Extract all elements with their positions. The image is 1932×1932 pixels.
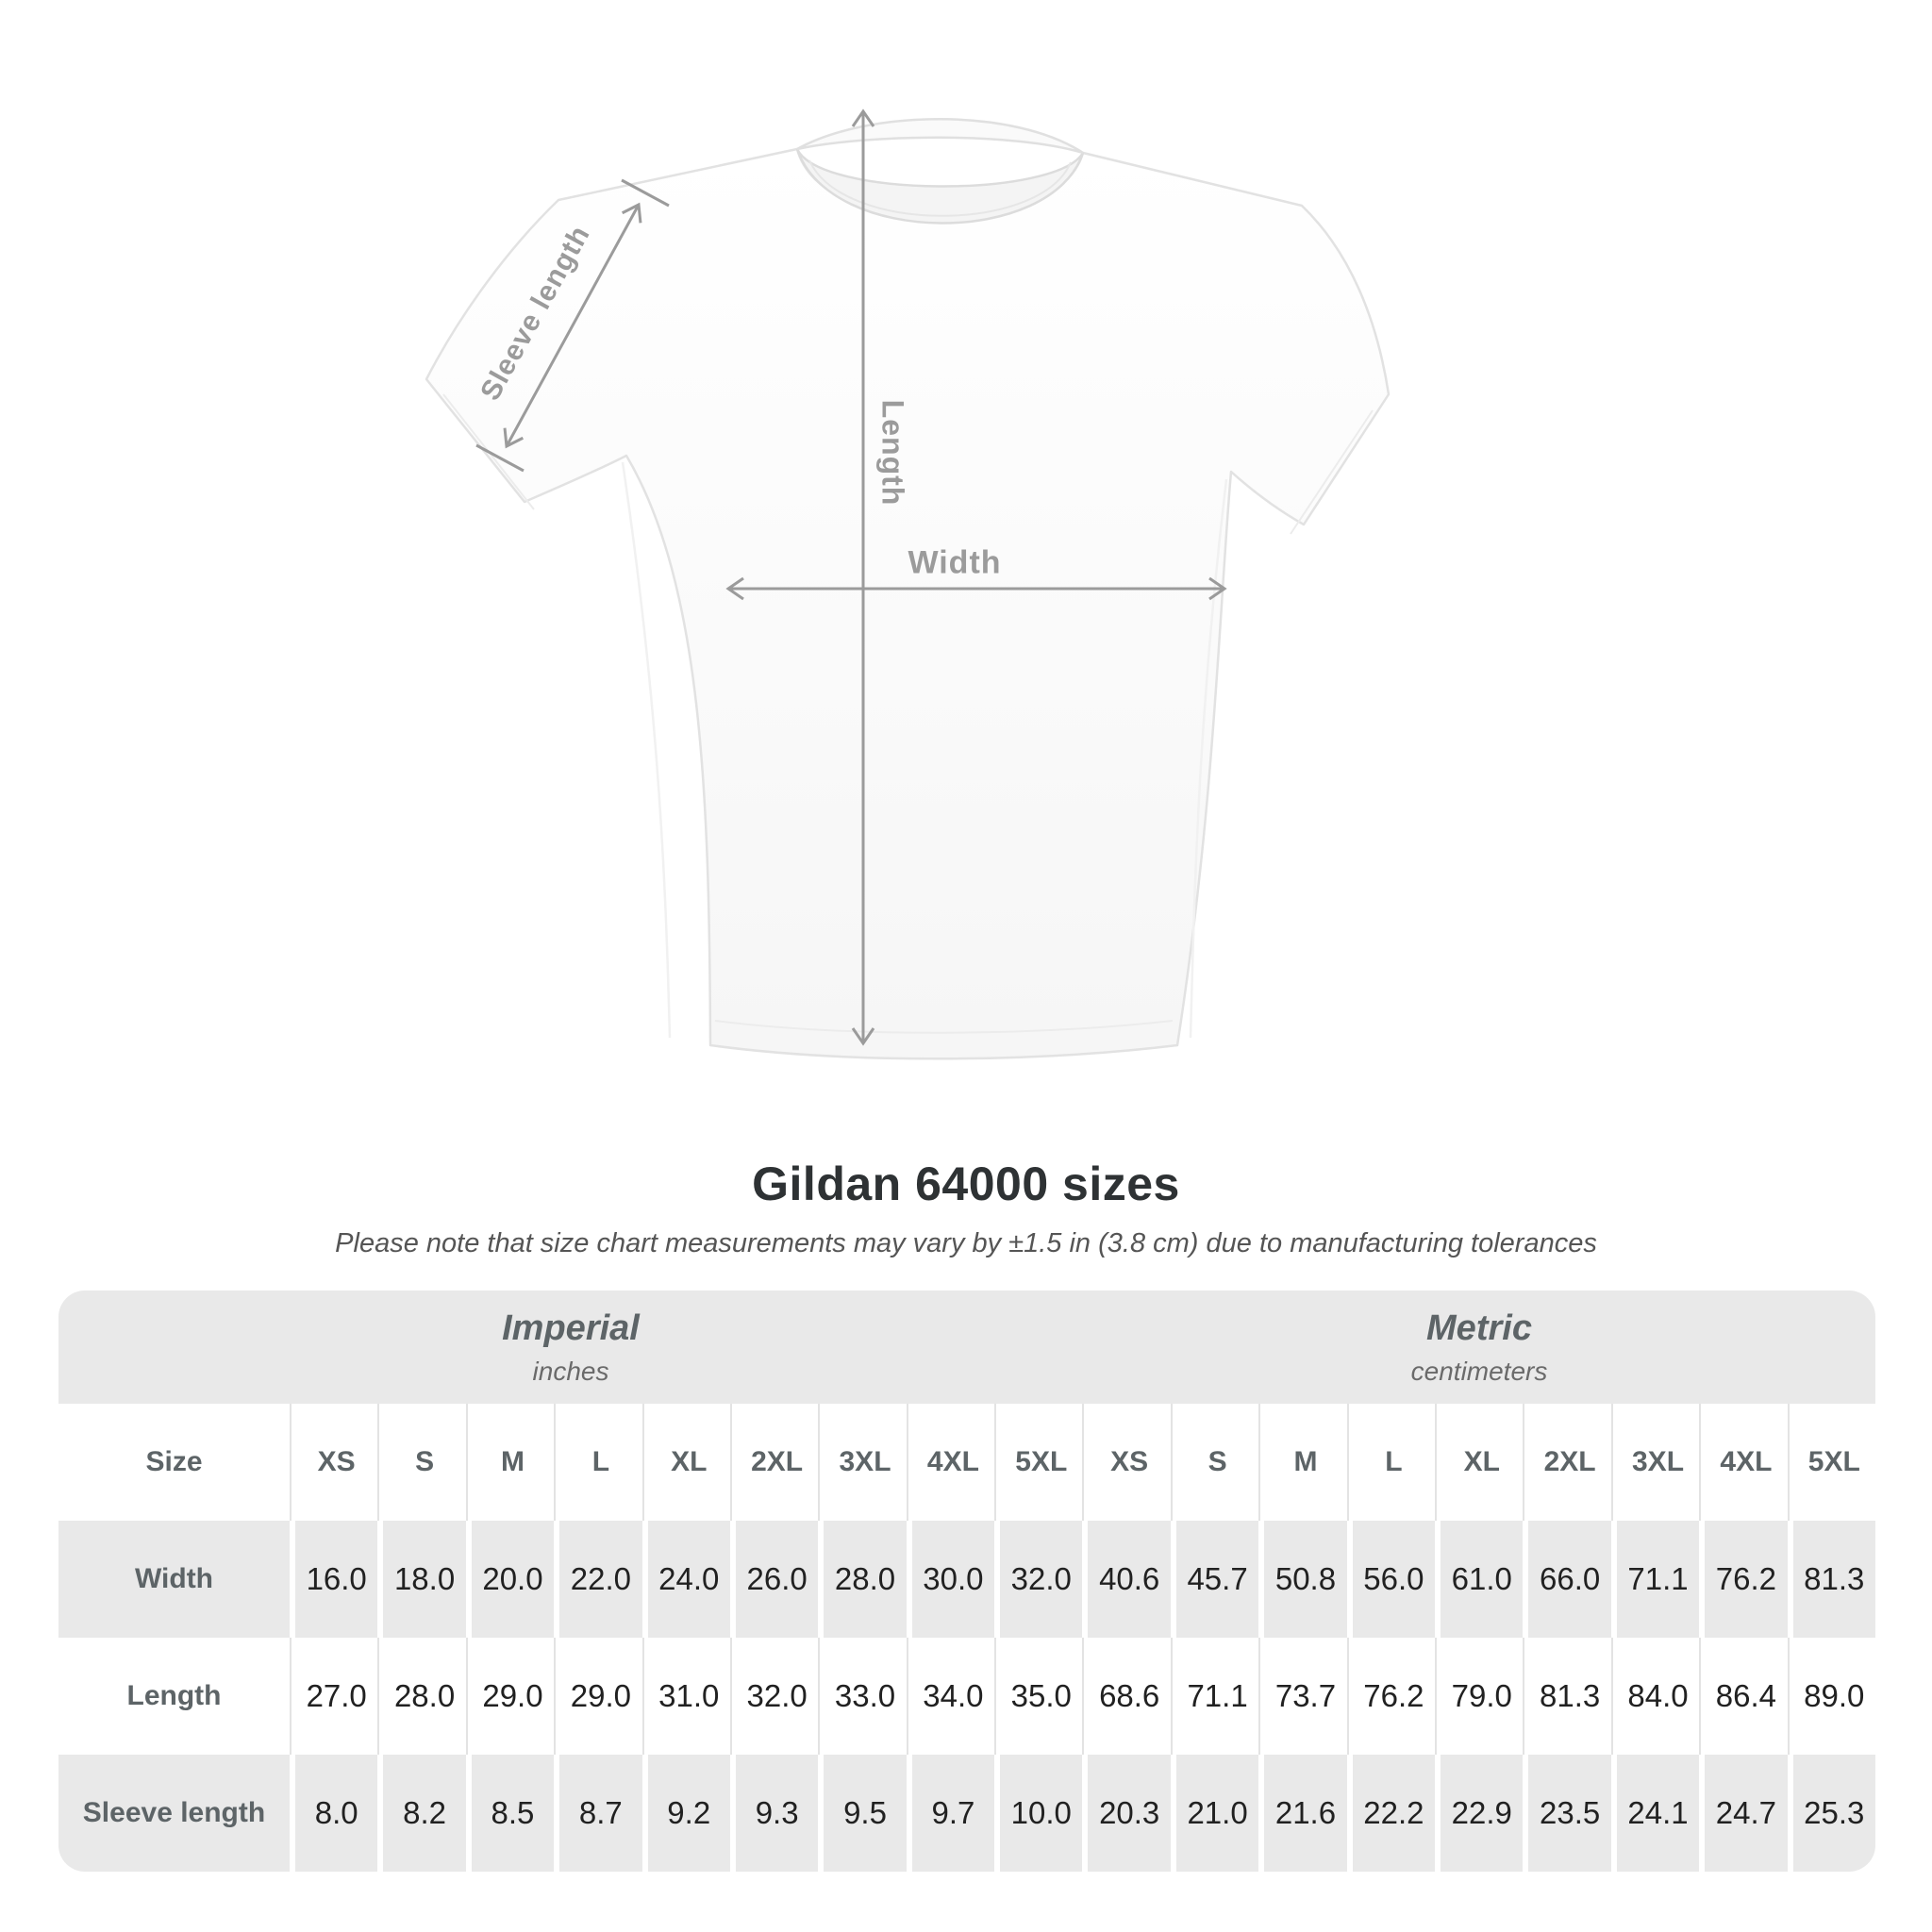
metric-title: Metric — [1426, 1307, 1532, 1348]
row-label: Width — [58, 1521, 290, 1638]
size-header-metric-xs: XS — [1082, 1404, 1171, 1521]
value-cell-metric-sleeve-length-m: 21.6 — [1258, 1755, 1347, 1872]
size-header-metric-4xl: 4XL — [1699, 1404, 1788, 1521]
value-cell-metric-length-xl: 79.0 — [1435, 1638, 1524, 1755]
size-header-metric-5xl: 5XL — [1787, 1404, 1875, 1521]
value-cell-imperial-length-l: 29.0 — [554, 1638, 642, 1755]
value-cell-metric-sleeve-length-2xl: 23.5 — [1523, 1755, 1611, 1872]
value-cell-metric-width-5xl: 81.3 — [1787, 1521, 1875, 1638]
value-cell-imperial-width-4xl: 30.0 — [906, 1521, 995, 1638]
value-cell-imperial-length-4xl: 34.0 — [906, 1638, 995, 1755]
size-header-imperial-m: M — [465, 1404, 555, 1521]
imperial-unit: inches — [532, 1356, 609, 1386]
metric-header: Metric centimeters — [1083, 1291, 1875, 1404]
value-cell-imperial-sleeve-length-xs: 8.0 — [290, 1755, 378, 1872]
size-header-imperial-3xl: 3XL — [818, 1404, 907, 1521]
value-cell-imperial-length-2xl: 32.0 — [729, 1638, 819, 1755]
value-cell-metric-length-3xl: 84.0 — [1610, 1638, 1700, 1755]
page-title: Gildan 64000 sizes — [752, 1158, 1180, 1210]
value-cell-imperial-length-m: 29.0 — [465, 1638, 555, 1755]
value-cell-metric-sleeve-length-xs: 20.3 — [1082, 1755, 1171, 1872]
row-label: Length — [58, 1638, 290, 1755]
size-header-imperial-4xl: 4XL — [906, 1404, 995, 1521]
metric-unit: centimeters — [1410, 1356, 1548, 1386]
value-cell-imperial-width-l: 22.0 — [554, 1521, 642, 1638]
value-cell-metric-sleeve-length-5xl: 25.3 — [1787, 1755, 1875, 1872]
value-cell-imperial-width-m: 20.0 — [465, 1521, 555, 1638]
imperial-title: Imperial — [502, 1307, 640, 1348]
sleeve-length-label: Sleeve length — [475, 220, 597, 407]
size-header-metric-l: L — [1346, 1404, 1436, 1521]
width-label: Width — [908, 544, 1002, 581]
value-cell-metric-length-m: 73.7 — [1258, 1638, 1347, 1755]
value-cell-imperial-sleeve-length-s: 8.2 — [377, 1755, 466, 1872]
value-cell-metric-width-xl: 61.0 — [1435, 1521, 1524, 1638]
size-header-metric-m: M — [1258, 1404, 1347, 1521]
value-cell-metric-sleeve-length-l: 22.2 — [1346, 1755, 1436, 1872]
unit-header-band: Imperial inches Metric centimeters — [58, 1291, 1875, 1404]
size-grid: Size XS S M L XL 2XL 3XL 4XL 5XL XS S M L XL 2XL 3XL 4XL 5… — [58, 1404, 1875, 1872]
value-cell-imperial-sleeve-length-2xl: 9.3 — [729, 1755, 819, 1872]
value-cell-metric-width-3xl: 71.1 — [1610, 1521, 1700, 1638]
value-cell-metric-length-4xl: 86.4 — [1699, 1638, 1788, 1755]
size-header-imperial-xs: XS — [290, 1404, 378, 1521]
value-cell-imperial-width-5xl: 32.0 — [994, 1521, 1083, 1638]
value-cell-metric-length-xs: 68.6 — [1082, 1638, 1171, 1755]
value-cell-metric-length-s: 71.1 — [1170, 1638, 1259, 1755]
imperial-header: Imperial inches — [58, 1291, 1083, 1404]
size-header-imperial-5xl: 5XL — [994, 1404, 1083, 1521]
value-cell-imperial-width-2xl: 26.0 — [729, 1521, 819, 1638]
size-header-metric-2xl: 2XL — [1523, 1404, 1611, 1521]
value-cell-metric-length-l: 76.2 — [1346, 1638, 1436, 1755]
size-header-imperial-l: L — [554, 1404, 642, 1521]
value-cell-metric-width-4xl: 76.2 — [1699, 1521, 1788, 1638]
row-label: Sleeve length — [58, 1755, 290, 1872]
value-cell-metric-width-s: 45.7 — [1170, 1521, 1259, 1638]
size-header-imperial-s: S — [377, 1404, 466, 1521]
size-header-metric-xl: XL — [1435, 1404, 1524, 1521]
size-header-imperial-2xl: 2XL — [729, 1404, 819, 1521]
value-cell-imperial-width-xs: 16.0 — [290, 1521, 378, 1638]
value-cell-imperial-length-xs: 27.0 — [290, 1638, 378, 1755]
value-cell-imperial-width-3xl: 28.0 — [818, 1521, 907, 1638]
value-cell-imperial-width-s: 18.0 — [377, 1521, 466, 1638]
value-cell-metric-sleeve-length-4xl: 24.7 — [1699, 1755, 1788, 1872]
value-cell-imperial-length-xl: 31.0 — [641, 1638, 730, 1755]
tolerance-note: Please note that size chart measurements… — [335, 1228, 1597, 1258]
value-cell-metric-width-xs: 40.6 — [1082, 1521, 1171, 1638]
value-cell-metric-sleeve-length-s: 21.0 — [1170, 1755, 1259, 1872]
size-header-metric-3xl: 3XL — [1610, 1404, 1700, 1521]
value-cell-imperial-length-3xl: 33.0 — [818, 1638, 907, 1755]
value-cell-metric-length-5xl: 89.0 — [1787, 1638, 1875, 1755]
value-cell-metric-width-l: 56.0 — [1346, 1521, 1436, 1638]
size-header-metric-s: S — [1170, 1404, 1259, 1521]
value-cell-imperial-width-xl: 24.0 — [641, 1521, 730, 1638]
size-header-imperial-xl: XL — [641, 1404, 730, 1521]
value-cell-imperial-sleeve-length-m: 8.5 — [465, 1755, 555, 1872]
size-table: Imperial inches Metric centimeters Size X… — [58, 1291, 1875, 1872]
value-cell-imperial-sleeve-length-xl: 9.2 — [641, 1755, 730, 1872]
dimension-lines — [475, 108, 1227, 1046]
value-cell-metric-width-2xl: 66.0 — [1523, 1521, 1611, 1638]
value-cell-imperial-sleeve-length-5xl: 10.0 — [994, 1755, 1083, 1872]
value-cell-imperial-sleeve-length-l: 8.7 — [554, 1755, 642, 1872]
value-cell-metric-length-2xl: 81.3 — [1523, 1638, 1611, 1755]
value-cell-metric-sleeve-length-xl: 22.9 — [1435, 1755, 1524, 1872]
value-cell-imperial-sleeve-length-3xl: 9.5 — [818, 1755, 907, 1872]
length-label: Length — [875, 399, 910, 507]
value-cell-imperial-length-s: 28.0 — [377, 1638, 466, 1755]
value-cell-metric-width-m: 50.8 — [1258, 1521, 1347, 1638]
value-cell-imperial-length-5xl: 35.0 — [994, 1638, 1083, 1755]
value-cell-imperial-sleeve-length-4xl: 9.7 — [906, 1755, 995, 1872]
value-cell-metric-sleeve-length-3xl: 24.1 — [1610, 1755, 1700, 1872]
size-column-header: Size — [58, 1404, 290, 1521]
